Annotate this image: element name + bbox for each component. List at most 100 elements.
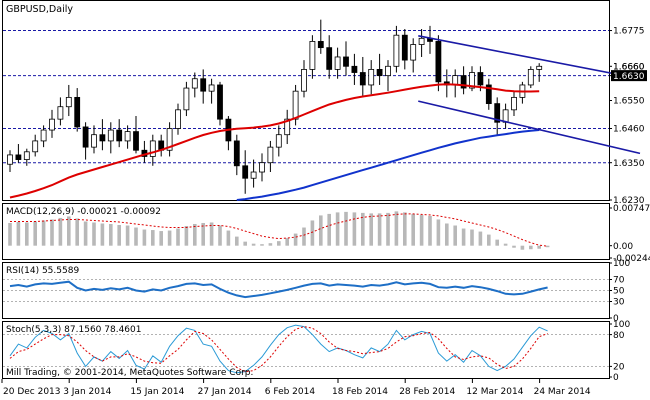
macd-panel[interactable]: MACD(12,26,9) -0.00021 -0.00092 (6, 207, 550, 250)
candle-body (23, 151, 30, 160)
macd-bar (545, 245, 550, 248)
candle-body (351, 65, 358, 73)
macd-bar (369, 213, 373, 246)
stoch-tick-label: 0 (613, 373, 619, 383)
macd-bar (41, 220, 46, 246)
macd-bar (83, 221, 88, 246)
candle-body (32, 140, 39, 153)
rsi-line (9, 280, 548, 299)
macd-bar (344, 211, 348, 246)
candle-body (511, 96, 517, 111)
rsi-tick-label: 70 (613, 276, 625, 286)
macd-bar (218, 225, 222, 246)
candle-body (82, 126, 89, 148)
candle-body (124, 131, 131, 142)
price-label-box (611, 70, 647, 82)
macd-bar (394, 211, 399, 246)
macd-bar (495, 239, 499, 246)
candle-body (275, 134, 282, 148)
macd-bar (151, 230, 155, 246)
candle-body (494, 103, 501, 123)
candle-body (57, 106, 64, 120)
candle-body (376, 69, 383, 77)
candle-body (208, 84, 215, 92)
macd-histogram (8, 211, 550, 250)
macd-bar (319, 215, 323, 246)
macd-bar (428, 215, 432, 246)
price-panel[interactable]: GBPUSD,Daily (3, 4, 641, 201)
macd-bar (537, 245, 541, 249)
macd-bar (461, 228, 466, 246)
macd-title: MACD(12,26,9) -0.00021 -0.00092 (6, 207, 161, 217)
candle-body (368, 69, 375, 86)
candle-body (536, 65, 543, 70)
candle-body (359, 72, 366, 86)
time-tick-label: 18 Feb 2014 (332, 387, 388, 397)
macd-bar (109, 223, 113, 246)
stochastic-panel[interactable]: Stoch(5,3,3) 87.1560 78.4601 Mill Tradin… (3, 324, 609, 378)
candle-body (65, 96, 72, 108)
macd-bar (67, 216, 71, 246)
macd-bar (268, 243, 273, 246)
macd-bar (512, 245, 516, 248)
macd-bar (167, 230, 172, 246)
macd-bar (125, 225, 130, 246)
candle-body (410, 44, 417, 61)
copyright-text: Mill Trading, © 2001-2014, MetaQuotes So… (6, 368, 253, 378)
stoch-tick-label: 100 (613, 320, 630, 330)
macd-bar (50, 219, 54, 246)
candle-body (250, 171, 257, 179)
macd-tick-label: -0.00244 (613, 254, 650, 264)
ma-slow-line (236, 129, 540, 201)
candle-body (435, 41, 442, 83)
time-tick-label: 20 Dec 2013 (3, 387, 61, 397)
macd-bar (176, 228, 180, 246)
macd-tick-label: 0.00 (613, 242, 633, 252)
macd-bar (251, 243, 256, 246)
stoch-tick-label: 20 (613, 363, 625, 373)
macd-bar (352, 212, 357, 246)
stochastic-level-lines (3, 334, 609, 367)
rsi-panel[interactable]: RSI(14) 55.5589 (3, 266, 609, 302)
macd-tick-label: 0.00747 (613, 204, 650, 214)
macd-bar (361, 212, 365, 246)
macd-bar (411, 213, 415, 246)
stoch-signal-line (9, 326, 548, 373)
macd-bar (310, 220, 315, 246)
macd-bar (302, 227, 306, 246)
candle-body (191, 78, 198, 89)
macd-bar (92, 222, 96, 246)
candle-body (107, 129, 114, 142)
price-tick-label: 1.6660 (613, 62, 645, 72)
macd-bar (33, 221, 37, 246)
candle-body (292, 90, 299, 120)
candle-body (183, 87, 190, 111)
candle-body (116, 129, 123, 142)
macd-bar (335, 212, 340, 246)
price-tick-label: 1.6350 (613, 159, 645, 169)
candle-body (7, 154, 13, 165)
candle-body (259, 162, 265, 173)
candle-body (469, 72, 475, 89)
macd-bar (243, 241, 247, 246)
moving-average-lines (9, 83, 540, 201)
rsi-tick-label: 100 (613, 259, 630, 269)
rsi-series (9, 280, 548, 299)
macd-bar (159, 231, 163, 246)
candle-body (301, 69, 307, 92)
price-tick-label: 1.6630 (613, 72, 645, 82)
stochastic-title: Stoch(5,3,3) 87.1560 78.4601 (6, 325, 141, 335)
price-tick-label: 1.6230 (613, 196, 645, 206)
macd-bar (201, 222, 205, 246)
candle-body (40, 129, 47, 142)
candle-body (418, 37, 425, 45)
candle-body (309, 41, 316, 70)
trendlines (418, 35, 641, 155)
candle-body (460, 75, 467, 89)
current-price-label: 1.6660 (613, 62, 645, 72)
macd-bar (235, 236, 239, 246)
stoch-tick-label: 80 (613, 331, 625, 341)
macd-bar (193, 223, 197, 246)
candle-body (477, 72, 484, 86)
